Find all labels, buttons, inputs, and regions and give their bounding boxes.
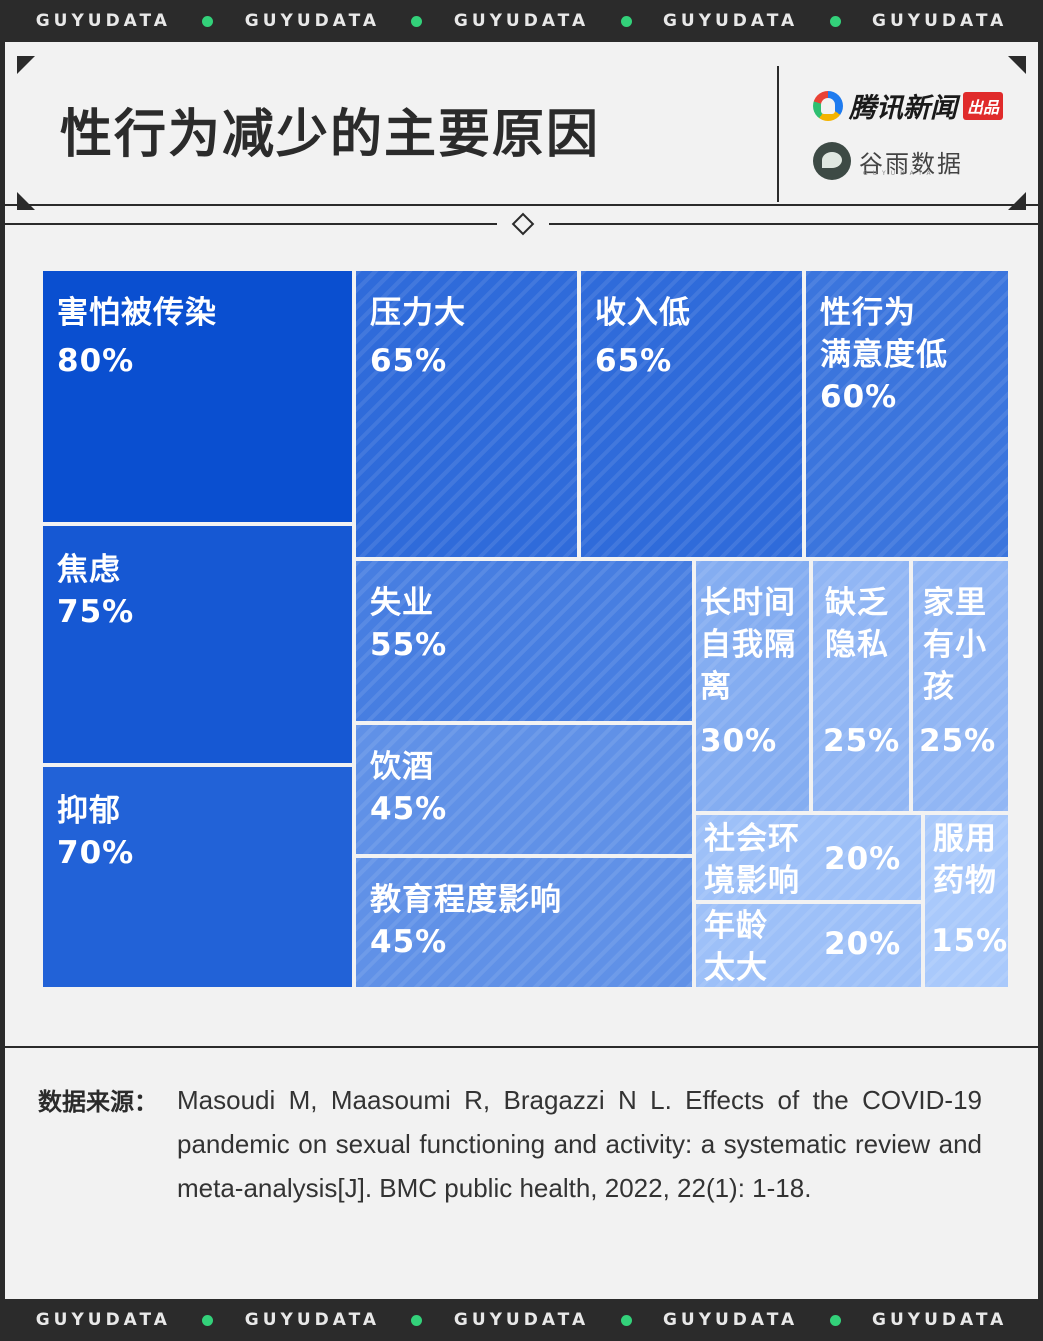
tile-value: 55% xyxy=(370,627,448,663)
tile-value: 45% xyxy=(370,791,448,827)
tile-value: 80% xyxy=(57,343,135,379)
tile-label: 缺乏 隐私 xyxy=(825,585,889,663)
tile-value: 15% xyxy=(931,923,1009,959)
treemap-tile: 失业 55% xyxy=(354,559,694,723)
banner-text: GUYUDATA xyxy=(244,1310,381,1330)
banner-dot-icon xyxy=(411,15,423,27)
treemap-tile: 抑郁 70% xyxy=(41,765,354,989)
tile-value: 20% xyxy=(824,841,902,877)
treemap-tile: 害怕被传染 80% xyxy=(41,269,354,524)
tile-label: 害怕被传染 xyxy=(57,295,217,331)
tile-label: 收入低 xyxy=(595,295,691,331)
treemap-tile: 社会环 境影响 20% xyxy=(694,813,923,902)
banner-text: GUYUDATA xyxy=(662,1310,799,1330)
tile-label: 社会环 境影响 xyxy=(704,821,800,899)
treemap-tile: 家里 有小孩 25% xyxy=(911,559,1010,813)
header: 性行为减少的主要原因 腾讯新闻 出品 谷雨数据 GUYUDATA xyxy=(5,42,1038,210)
treemap-tile: 压力大 65% xyxy=(354,269,579,559)
banner-text: GUYUDATA xyxy=(244,11,381,31)
tile-label: 长时间 自我隔离 xyxy=(700,585,796,705)
tencent-news-badge: 出品 xyxy=(963,91,1004,120)
source-label: 数据来源： xyxy=(38,1088,158,1116)
tile-label: 性行为 满意度低 xyxy=(820,295,948,373)
banner-dot-icon xyxy=(620,15,632,27)
treemap-tile: 年龄 太大 20% xyxy=(694,902,923,989)
guyu-data-sub: GUYUDATA xyxy=(863,170,936,177)
treemap-tile: 缺乏 隐私 25% xyxy=(811,559,911,813)
banner-text: GUYUDATA xyxy=(453,1310,590,1330)
tile-value: 65% xyxy=(370,343,448,379)
banner-dot-icon xyxy=(829,1314,841,1326)
tile-value: 45% xyxy=(370,924,448,960)
tile-value: 25% xyxy=(919,723,997,759)
treemap-tile: 服用 药物 15% xyxy=(923,813,1010,989)
tile-value: 65% xyxy=(595,343,673,379)
tile-value: 60% xyxy=(820,379,898,415)
source-divider xyxy=(5,1046,1038,1048)
tile-label: 压力大 xyxy=(370,295,466,331)
corner-triangle-icon xyxy=(17,56,35,74)
treemap-tile: 长时间 自我隔离 30% xyxy=(694,559,811,813)
diamond-icon xyxy=(511,212,535,236)
banner-text: GUYUDATA xyxy=(35,1310,171,1330)
top-banner: GUYUDATA GUYUDATA GUYUDATA GUYUDATA GUYU… xyxy=(0,0,1043,42)
tile-label: 饮酒 xyxy=(370,749,434,785)
infographic-card: 性行为减少的主要原因 腾讯新闻 出品 谷雨数据 GUYUDATA 害怕被传染 80… xyxy=(5,42,1038,1299)
page-title: 性行为减少的主要原因 xyxy=(60,105,601,165)
section-divider xyxy=(549,223,1038,225)
banner-dot-icon xyxy=(620,1314,632,1326)
tile-label: 服用 药物 xyxy=(933,821,997,899)
tile-value: 70% xyxy=(57,835,135,871)
treemap-tile: 收入低 65% xyxy=(579,269,804,559)
banner-dot-icon xyxy=(411,1314,423,1326)
tencent-news-name: 腾讯新闻 xyxy=(849,93,957,124)
banner-text: GUYUDATA xyxy=(872,11,1008,31)
tile-label: 教育程度影响 xyxy=(370,882,562,918)
tile-label: 焦虑 xyxy=(57,552,121,588)
section-divider xyxy=(5,223,497,225)
tile-label: 年龄 太大 xyxy=(704,908,768,986)
guyu-data-name: 谷雨数据 xyxy=(859,149,963,178)
treemap-tile: 饮酒 45% xyxy=(354,723,694,856)
tile-value: 75% xyxy=(57,594,135,630)
corner-triangle-icon xyxy=(1008,56,1026,74)
tencent-news-logo: 腾讯新闻 出品 xyxy=(813,86,1004,125)
tile-value: 25% xyxy=(823,723,901,759)
treemap-chart: 害怕被传染 80% 焦虑 75% 抑郁 70% 压力大 65% 收入低 65% 性行为 满意度低 60%… xyxy=(41,269,1010,989)
banner-dot-icon xyxy=(202,15,214,27)
banner-text: GUYUDATA xyxy=(872,1310,1008,1330)
guyu-data-logo: 谷雨数据 GUYUDATA xyxy=(813,142,963,180)
banner-dot-icon xyxy=(829,15,841,27)
source-citation: Masoudi M, Maasoumi R, Bragazzi N L. Eff… xyxy=(177,1085,982,1203)
banner-text: GUYUDATA xyxy=(453,11,590,31)
bell-icon xyxy=(813,90,843,121)
header-divider xyxy=(777,66,779,202)
banner-dot-icon xyxy=(202,1314,214,1326)
treemap-tile: 教育程度影响 45% xyxy=(354,856,694,989)
banner-text: GUYUDATA xyxy=(35,11,171,31)
treemap-tile: 性行为 满意度低 60% xyxy=(804,269,1010,559)
tile-label: 抑郁 xyxy=(57,793,121,829)
bottom-banner: GUYUDATA GUYUDATA GUYUDATA GUYUDATA GUYU… xyxy=(0,1299,1043,1341)
corner-triangle-icon xyxy=(1008,192,1026,210)
treemap-tile: 焦虑 75% xyxy=(41,524,354,765)
tile-label: 失业 xyxy=(370,585,434,621)
corner-triangle-icon xyxy=(17,192,35,210)
tile-label: 家里 有小孩 xyxy=(923,585,987,705)
banner-text: GUYUDATA xyxy=(662,11,799,31)
tile-value: 20% xyxy=(824,926,902,962)
tile-value: 30% xyxy=(700,723,778,759)
bird-icon xyxy=(813,142,851,180)
